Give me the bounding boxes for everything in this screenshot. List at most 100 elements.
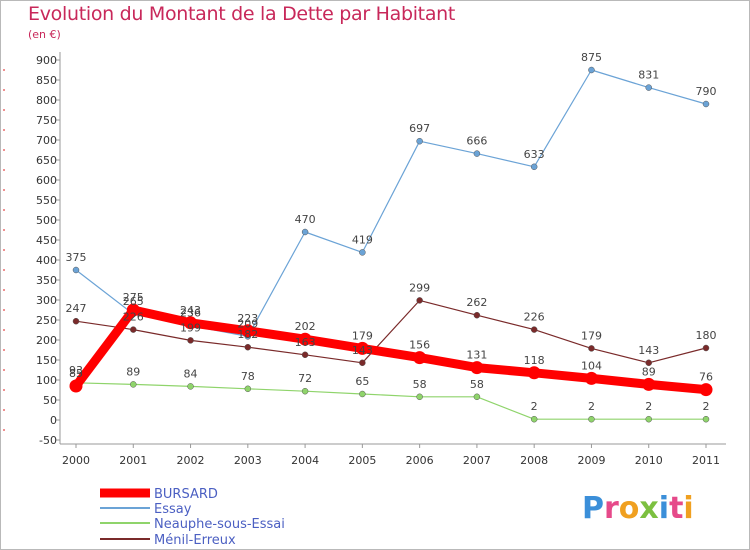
logo-letter: t: [669, 491, 683, 526]
x-tick-label: 2008: [520, 454, 548, 467]
data-label: 470: [295, 213, 316, 226]
x-tick-label: 2005: [348, 454, 376, 467]
series-line-BURSARD: [71, 305, 711, 395]
data-point: [130, 381, 137, 388]
data-label: 2: [645, 400, 652, 413]
legend-label: Essay: [154, 502, 192, 517]
data-label: 180: [696, 329, 717, 342]
data-point: [473, 393, 481, 401]
data-point: [187, 383, 194, 390]
data-label: 179: [352, 329, 373, 342]
data-point: [244, 343, 252, 351]
data-point: [588, 66, 595, 74]
y-tick-label: 700: [36, 134, 57, 147]
data-point: [72, 317, 80, 325]
y-tick-label: 0: [50, 414, 57, 427]
data-label: 163: [295, 336, 316, 349]
data-point: [301, 228, 309, 236]
data-point: [413, 351, 427, 365]
data-point: [645, 84, 652, 91]
data-label: 202: [295, 320, 316, 333]
y-tick-label: 800: [36, 94, 57, 107]
data-label: 104: [581, 359, 602, 372]
data-point: [301, 387, 309, 395]
data-label: 118: [524, 354, 545, 367]
data-label: 666: [466, 135, 487, 148]
data-label: 375: [66, 251, 87, 264]
data-label: 65: [355, 375, 369, 388]
data-point: [702, 100, 710, 108]
unit-label: (en €): [28, 28, 61, 41]
data-label: 875: [581, 51, 602, 64]
data-label: 209: [237, 317, 258, 330]
data-point: [416, 137, 423, 145]
data-label: 85: [69, 367, 83, 380]
logo-letter: r: [604, 491, 619, 526]
logo-letter: o: [619, 491, 640, 526]
series-line-Neauphe-sous-Essai: [75, 382, 707, 420]
data-label: 226: [524, 311, 545, 324]
data-label: 89: [642, 365, 656, 378]
data-label: 2: [588, 400, 595, 413]
data-point: [359, 249, 366, 256]
data-label: 58: [413, 378, 427, 391]
data-point: [645, 359, 652, 367]
data-point: [473, 150, 481, 157]
data-point: [530, 415, 538, 423]
y-tick-label: 550: [36, 194, 57, 207]
data-label: 419: [352, 233, 373, 246]
data-point: [130, 326, 137, 333]
data-point: [72, 266, 80, 274]
axes: -50 0 50 100 150 200 250 300 350 400 450 500 550 600 6…: [3, 52, 726, 467]
data-label: 236: [180, 307, 201, 320]
logo-letter: x: [639, 491, 658, 526]
data-label: 131: [466, 349, 487, 362]
series-line-Ménil-Erreux: [75, 299, 707, 364]
data-label: 243: [180, 304, 201, 317]
data-label: 93: [69, 364, 83, 377]
legend-label: BURSARD: [154, 487, 218, 502]
data-point: [187, 337, 194, 344]
x-tick-label: 2011: [692, 454, 720, 467]
data-point: [702, 344, 710, 352]
data-label: 89: [126, 365, 140, 378]
series-lines: [69, 66, 713, 423]
y-tick-label: 150: [36, 354, 57, 367]
x-tick-label: 2003: [234, 454, 262, 467]
logo-letter: i: [683, 491, 693, 526]
x-tick-label: 2004: [291, 454, 319, 467]
data-point: [359, 359, 366, 367]
series-line-Essay: [75, 69, 707, 337]
legend-label: Neauphe-sous-Essai: [154, 517, 285, 532]
data-label: 76: [699, 371, 713, 384]
data-label: 84: [184, 367, 198, 380]
chart-title: Evolution du Montant de la Dette par Hab…: [28, 3, 456, 25]
y-tick-label: 50: [43, 394, 57, 407]
y-tick-label: 600: [36, 174, 57, 187]
data-label: 790: [696, 85, 717, 98]
data-point: [241, 324, 255, 338]
y-tick-label: 400: [36, 254, 57, 267]
x-tick-label: 2002: [177, 454, 205, 467]
data-label: 831: [638, 69, 659, 82]
x-tick-label: 2009: [577, 454, 605, 467]
x-tick-label: 2006: [406, 454, 434, 467]
y-tick-label: 450: [36, 234, 57, 247]
data-label: 58: [470, 378, 484, 391]
data-label: 299: [409, 281, 430, 294]
data-point: [527, 366, 541, 380]
y-tick-label: 500: [36, 214, 57, 227]
y-tick-label: 650: [36, 154, 57, 167]
data-point: [584, 371, 598, 385]
data-label: 247: [66, 302, 87, 315]
legend: BURSARDEssayNeauphe-sous-EssaiMénil-Erre…: [100, 487, 285, 548]
data-label: 78: [241, 370, 255, 383]
data-point: [126, 303, 140, 317]
data-label: 199: [180, 321, 201, 334]
data-point: [301, 351, 309, 359]
data-label: 226: [123, 311, 144, 324]
data-point: [184, 316, 198, 330]
